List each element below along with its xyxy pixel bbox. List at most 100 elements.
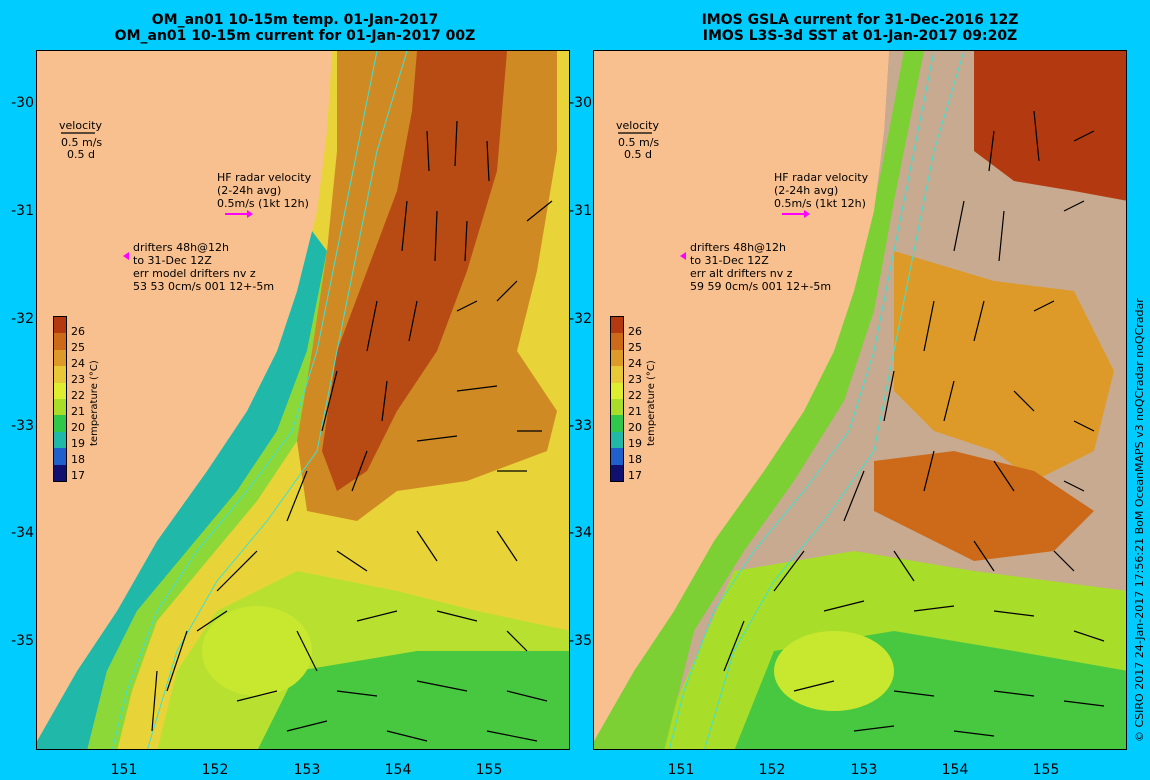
left-cbar-title: temperature (°C) (89, 360, 100, 446)
x-tick-right-154: 154 (941, 762, 969, 778)
left-cbar-label-22: 22 (71, 389, 85, 402)
right-map-svg (594, 51, 1126, 749)
cbar-seg-4 (54, 366, 66, 383)
right-isobath-2 (704, 51, 965, 749)
credit-text: © CSIRO 2017 24-Jan-2017 17:56:21 BoM Oc… (1133, 298, 1146, 742)
r-cbar-seg-9 (611, 448, 623, 465)
right-hf-arrow-head (804, 210, 810, 218)
r-cbar-seg-10 (611, 464, 623, 481)
right-velocity-label: velocity (616, 119, 659, 132)
cbar-seg-2 (54, 333, 66, 350)
left-cbar-label-17: 17 (71, 469, 85, 482)
right-cbar-label-22: 22 (628, 389, 642, 402)
right-cbar-label-20: 20 (628, 421, 642, 434)
left-cbar-label-20: 20 (71, 421, 85, 434)
r-cbar-seg-7 (611, 415, 623, 432)
left-map-panel: velocity 0.5 m/s 0.5 d HF radar velocity… (36, 50, 570, 750)
right-cbar-title: temperature (°C) (646, 360, 657, 446)
right-drifter-line1: drifters 48h@12h (690, 241, 787, 254)
y-tick-right-1: -30 (569, 95, 592, 111)
right-cbar-label-25: 25 (628, 341, 642, 354)
right-title: IMOS GSLA current for 31-Dec-2016 12Z IM… (630, 12, 1090, 44)
right-warm-north (974, 51, 1126, 201)
left-drifter-line1: drifters 48h@12h (133, 241, 230, 254)
right-eddy (774, 631, 894, 711)
y-tick-right-5: -34 (569, 525, 592, 541)
r-cbar-seg-1 (611, 317, 623, 334)
y-tick-left-3: -32 (11, 311, 34, 327)
left-coastal-teal (37, 231, 327, 749)
cbar-seg-8 (54, 431, 66, 449)
right-cbar-label-17: 17 (628, 469, 642, 482)
right-drifter-arrow-head (680, 252, 686, 260)
x-tick-left-151: 151 (110, 762, 138, 778)
y-tick-right-3: -32 (569, 311, 592, 327)
right-title-line2: IMOS L3S-3d SST at 01-Jan-2017 09:20Z (702, 28, 1018, 44)
left-colorbar (53, 316, 67, 482)
cbar-seg-7 (54, 415, 66, 432)
left-cbar-label-18: 18 (71, 453, 85, 466)
cbar-seg-10 (54, 464, 66, 481)
x-tick-left-152: 152 (201, 762, 229, 778)
left-drifter-line4: 53 53 0cm/s 001 12+-5m (133, 280, 275, 293)
x-tick-right-155: 155 (1032, 762, 1060, 778)
left-current-arrows (151, 120, 553, 742)
right-cbar-label-18: 18 (628, 453, 642, 466)
right-isobath-1 (668, 51, 935, 749)
right-coastal-green (594, 51, 924, 749)
y-tick-left-4: -33 (11, 418, 34, 434)
r-cbar-seg-4 (611, 366, 623, 383)
left-hf-line2: (2-24h avg) (217, 184, 282, 197)
y-tick-left-5: -34 (11, 525, 34, 541)
y-tick-right-2: -31 (569, 203, 592, 219)
r-cbar-seg-6 (611, 398, 623, 416)
left-velocity-label: velocity (59, 119, 102, 132)
left-south-green2 (258, 651, 569, 749)
right-cbar-label-26: 26 (628, 325, 642, 338)
x-tick-right-151: 151 (667, 762, 695, 778)
left-cbar-label-21: 21 (71, 405, 85, 418)
y-tick-left-1: -30 (11, 95, 34, 111)
right-drifter-line3: err alt drifters nv z (690, 267, 793, 280)
right-drifter-line2: to 31-Dec 12Z (690, 254, 769, 267)
left-coastal-green (87, 251, 337, 749)
right-land (594, 51, 889, 741)
y-tick-right-6: -35 (569, 633, 592, 649)
r-cbar-seg-5 (611, 382, 623, 399)
left-cbar-label-23: 23 (71, 373, 85, 386)
left-title-line1: OM_an01 10-15m temp. 01-Jan-2017 (151, 12, 439, 28)
left-isobath-1 (111, 51, 378, 749)
right-hf-line1: HF radar velocity (774, 171, 869, 184)
left-eddy (202, 606, 312, 696)
x-tick-right-152: 152 (758, 762, 786, 778)
left-velocity-scale1: 0.5 m/s (61, 136, 103, 149)
left-drifter-line3: err model drifters nv z (133, 267, 256, 280)
x-tick-right-153: 153 (850, 762, 878, 778)
left-velocity-scale2: 0.5 d (67, 148, 95, 161)
left-cbar-label-25: 25 (71, 341, 85, 354)
left-title-line2: OM_an01 10-15m current for 01-Jan-2017 0… (114, 28, 476, 44)
right-cbar-label-23: 23 (628, 373, 642, 386)
left-map-svg (37, 51, 569, 749)
right-colorbar (610, 316, 624, 482)
left-hf-arrow-head (247, 210, 253, 218)
x-tick-left-153: 153 (293, 762, 321, 778)
left-warm-core (322, 51, 507, 491)
left-cbar-label-19: 19 (71, 437, 85, 450)
right-cbar-label-19: 19 (628, 437, 642, 450)
right-drifter-line4: 59 59 0cm/s 001 12+-5m (690, 280, 832, 293)
right-current-arrows (723, 110, 1105, 737)
left-drifter-line2: to 31-Dec 12Z (133, 254, 212, 267)
right-velocity-scale2: 0.5 d (624, 148, 652, 161)
r-cbar-seg-3 (611, 349, 623, 367)
y-tick-left-2: -31 (11, 203, 34, 219)
right-map-panel: velocity 0.5 m/s 0.5 d HF radar velocity… (593, 50, 1127, 750)
left-drifter-arrow-head (123, 252, 129, 260)
left-isobath-2 (147, 51, 408, 749)
cbar-seg-9 (54, 448, 66, 465)
right-hf-line3: 0.5m/s (1kt 12h) (774, 197, 866, 210)
left-hf-line1: HF radar velocity (217, 171, 312, 184)
right-orange-central (874, 451, 1094, 561)
left-cbar-label-24: 24 (71, 357, 85, 370)
left-hf-line3: 0.5m/s (1kt 12h) (217, 197, 309, 210)
